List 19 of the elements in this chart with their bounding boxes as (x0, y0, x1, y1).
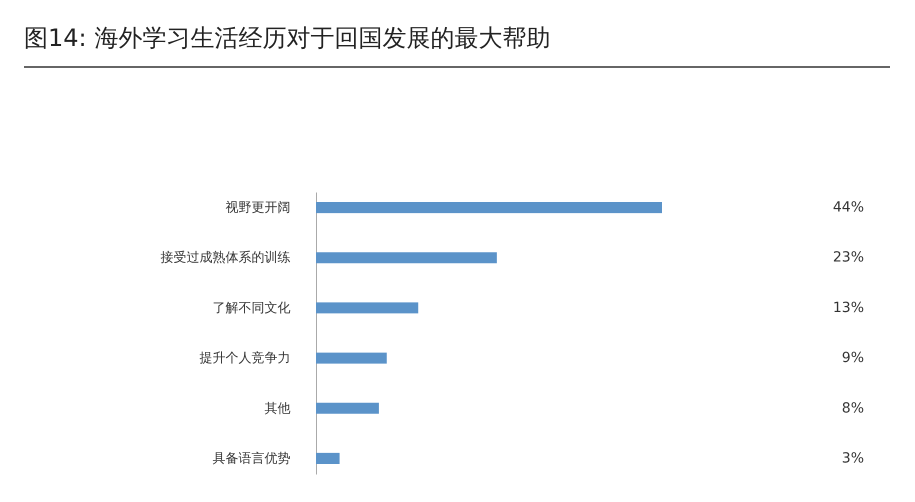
y-tick-label: 具备语言优势 (212, 450, 290, 466)
bar (316, 252, 497, 264)
y-tick-label: 了解不同文化 (212, 300, 290, 316)
y-tick-label: 接受过成熟体系的训练 (160, 250, 290, 266)
bar (316, 202, 662, 214)
y-tick-label: 其他 (264, 401, 290, 416)
data-label: 13% (832, 300, 864, 316)
bar (316, 302, 418, 314)
bar (316, 452, 340, 464)
data-label: 23% (832, 250, 864, 266)
chart-title: 图14: 海外学习生活经历对于回国发展的最大帮助 (24, 22, 890, 68)
data-label: 9% (842, 350, 864, 366)
bar (316, 352, 387, 364)
data-label: 44% (832, 200, 864, 216)
y-tick-label: 提升个人竞争力 (200, 351, 290, 366)
bar (316, 402, 379, 414)
data-label: 8% (842, 400, 864, 416)
y-tick-label: 视野更开阔 (226, 200, 290, 216)
data-label: 3% (842, 450, 864, 466)
